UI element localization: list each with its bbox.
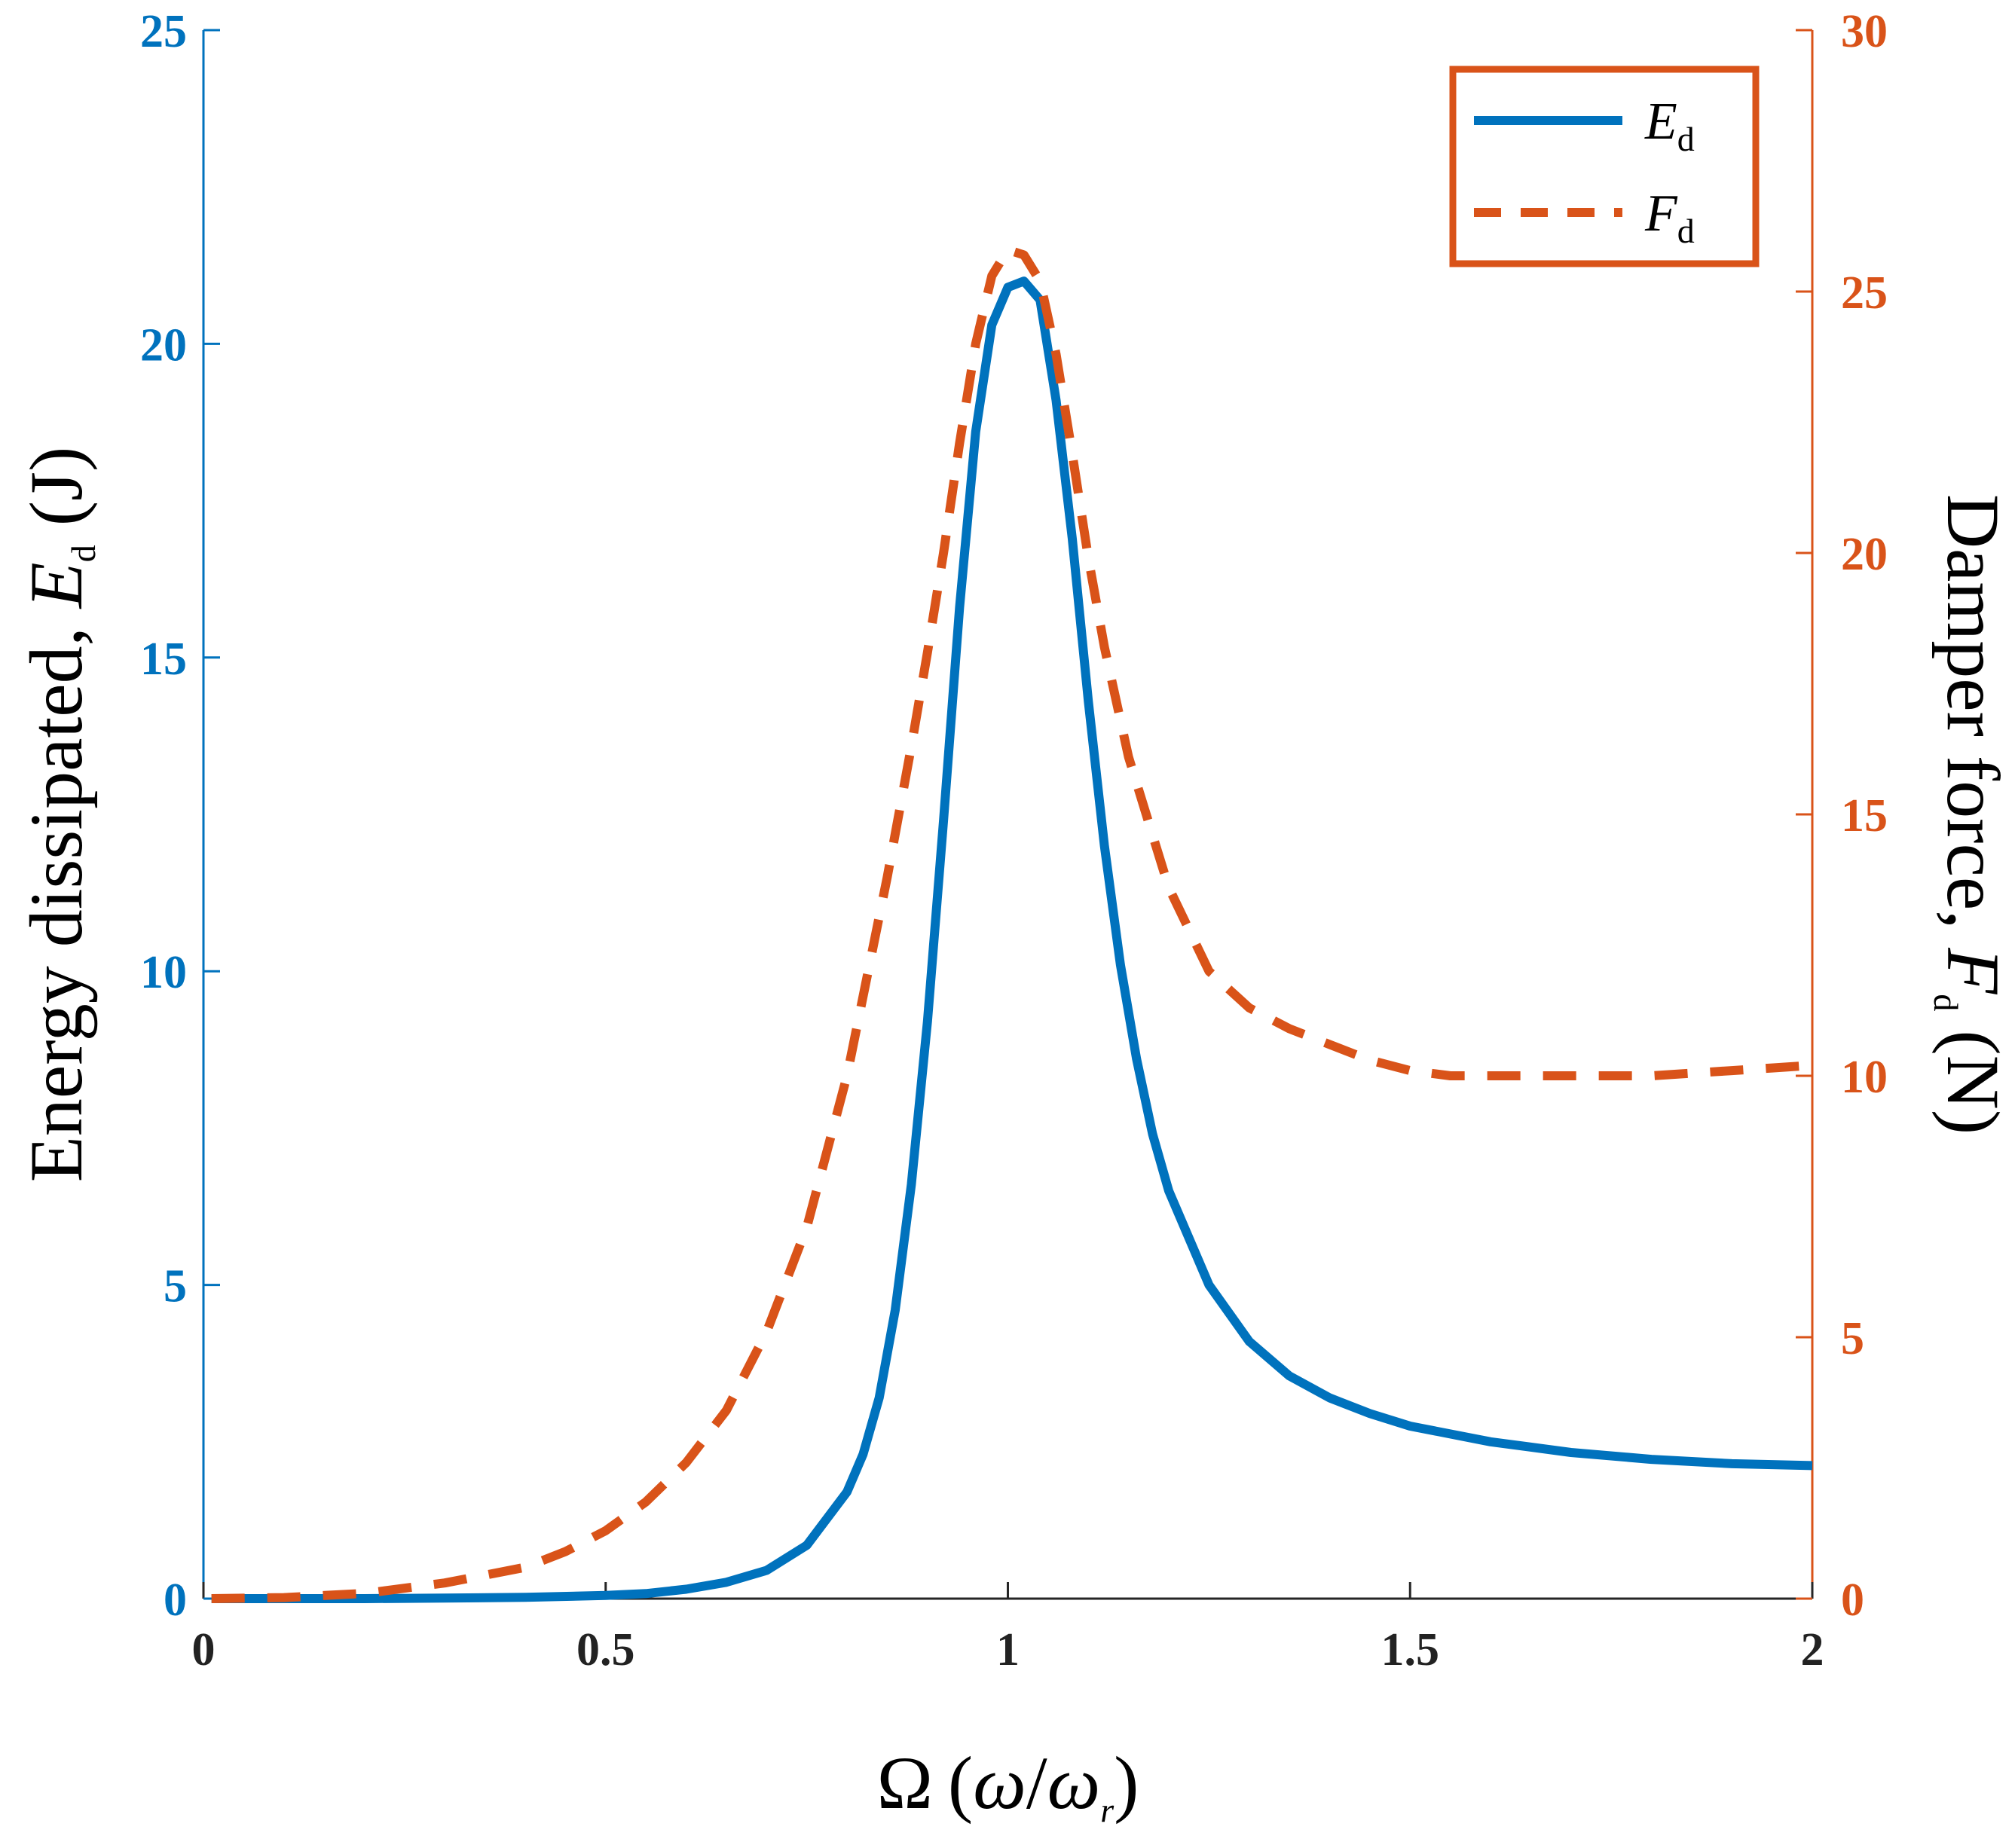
- x-axis-label-symbol: Ω: [877, 1741, 933, 1825]
- legend-label-f-d: Fd: [1644, 185, 1695, 250]
- y-left-tick-label: 25: [140, 6, 187, 57]
- x-axis-label-den: ω: [1047, 1741, 1101, 1825]
- x-axis-label-slash: /: [1026, 1741, 1047, 1825]
- x-axis-label-paren-close: ): [1114, 1741, 1139, 1825]
- y-left-tick-label: 15: [140, 634, 187, 685]
- y-left-axis-label-sub: d: [64, 545, 102, 562]
- x-tick-label: 0: [192, 1624, 216, 1675]
- x-tick-label: 1: [996, 1624, 1020, 1675]
- y-right-tick-label: 5: [1841, 1313, 1864, 1364]
- legend: Ed Fd: [1449, 66, 1760, 267]
- series-line-e-d: [211, 276, 1813, 1603]
- y-left-axis-label-text: Energy dissipated,: [14, 608, 98, 1182]
- x-ticks: 0 0.5 1 1.5 2: [192, 1582, 1824, 1675]
- y-right-axis-label-sub: d: [1927, 994, 1965, 1011]
- legend-box: [1449, 66, 1760, 267]
- y-left-axis-label: Energy dissipated, Ed (J): [14, 447, 102, 1183]
- y-right-axis-label-var: F: [1931, 947, 2015, 994]
- y-right-axis-label: Damper force, Fd (N): [1927, 494, 2015, 1135]
- y-right-tick-label: 25: [1841, 267, 1888, 319]
- x-tick-label: 0.5: [576, 1624, 635, 1675]
- series-layer: [211, 245, 1813, 1603]
- x-axis-label-paren-open: (: [948, 1741, 973, 1825]
- x-axis-label-num: ω: [973, 1741, 1026, 1825]
- y-right-tick-label: 30: [1841, 6, 1888, 57]
- x-tick-label: 1.5: [1381, 1624, 1440, 1675]
- y-right-tick-label: 0: [1841, 1575, 1864, 1626]
- y-left-ticks: 0 5 10 15 20 25: [140, 6, 220, 1626]
- y-right-ticks: 0 5 10 15 20 25 30: [1796, 6, 1888, 1626]
- y-left-axis-label-var: E: [14, 562, 98, 609]
- y-left-axis-label-unit: (J): [14, 447, 98, 545]
- x-tick-label: 2: [1801, 1624, 1824, 1675]
- y-right-tick-label: 15: [1841, 790, 1888, 842]
- series-line-f-d: [211, 245, 1813, 1603]
- y-right-tick-label: 10: [1841, 1052, 1888, 1103]
- legend-label-e-d: Ed: [1644, 93, 1695, 158]
- y-right-tick-label: 20: [1841, 529, 1888, 580]
- x-axis-label: Ω (ω/ωr): [877, 1741, 1139, 1829]
- y-left-tick-label: 0: [164, 1575, 187, 1626]
- x-axis-label-den-sub: r: [1100, 1791, 1115, 1829]
- y-left-tick-label: 5: [164, 1261, 187, 1312]
- y-left-tick-label: 10: [140, 947, 187, 998]
- y-right-axis-label-unit: (N): [1931, 1011, 2015, 1135]
- y-right-axis-label-text: Damper force,: [1931, 494, 2015, 948]
- y-left-tick-label: 20: [140, 319, 187, 371]
